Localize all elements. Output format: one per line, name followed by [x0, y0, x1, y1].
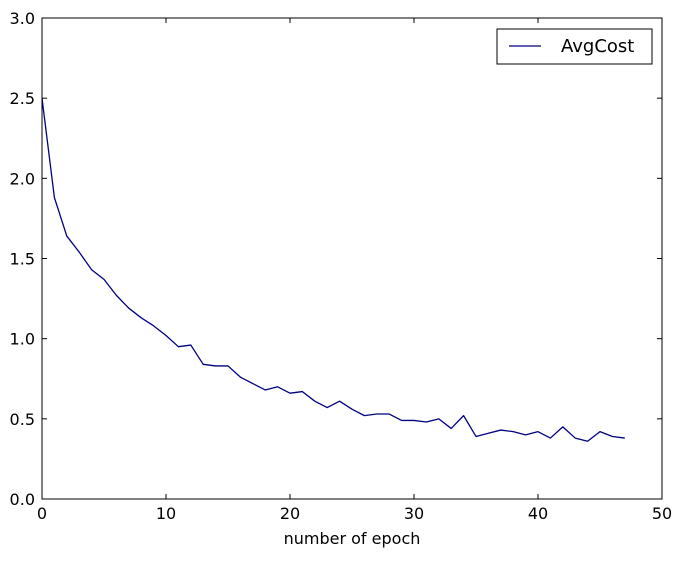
data-point [475, 435, 478, 438]
series-layer [41, 98, 626, 443]
x-tick-label: 50 [652, 504, 672, 523]
y-tick-label: 0.5 [10, 410, 35, 429]
data-point [549, 437, 552, 440]
data-point [338, 400, 341, 403]
data-point [289, 392, 292, 395]
data-point [140, 316, 143, 319]
data-point [611, 435, 614, 438]
y-tick-label: 1.0 [10, 330, 35, 349]
data-point [276, 385, 279, 388]
x-axis-label: number of epoch [284, 529, 421, 548]
data-point [152, 324, 155, 327]
y-tick-label: 3.0 [10, 9, 35, 28]
data-point [78, 251, 81, 254]
data-point [65, 235, 68, 238]
data-point [103, 278, 106, 281]
data-point [524, 433, 527, 436]
data-point [388, 413, 391, 416]
y-tick-label: 1.5 [10, 250, 35, 269]
plot-background [42, 18, 662, 499]
y-tick-label: 2.0 [10, 169, 35, 188]
data-point [127, 307, 130, 310]
data-point [499, 429, 502, 432]
data-point [326, 406, 329, 409]
data-point [251, 382, 254, 385]
data-point [561, 425, 564, 428]
legend-label-avgcost: AvgCost [561, 36, 634, 57]
data-point [400, 419, 403, 422]
x-tick-label: 30 [404, 504, 424, 523]
data-point [227, 364, 230, 367]
series-line-avgcost [41, 98, 625, 442]
data-point [623, 437, 626, 440]
legend: AvgCost [496, 28, 653, 65]
data-point [487, 432, 490, 435]
data-point [115, 294, 118, 297]
data-point [90, 268, 93, 271]
data-point [301, 390, 304, 393]
data-point [264, 388, 267, 391]
data-point [189, 344, 192, 347]
data-point [177, 345, 180, 348]
data-point [165, 334, 168, 337]
data-point [574, 437, 577, 440]
data-point [599, 430, 602, 433]
data-point [363, 414, 366, 417]
x-tick-label: 10 [156, 504, 176, 523]
x-tick-label: 20 [280, 504, 300, 523]
data-point [351, 408, 354, 411]
data-point [537, 430, 540, 433]
data-point [375, 413, 378, 416]
data-point [53, 196, 56, 199]
tick-layer: 0 10 20 30 40 50 0.0 0.5 1.0 1.5 2.0 2.5 3.0 [10, 9, 673, 523]
x-tick-label: 40 [528, 504, 548, 523]
data-point [450, 427, 453, 430]
data-point [239, 376, 242, 379]
data-point [214, 364, 217, 367]
data-point [437, 417, 440, 420]
data-point [202, 363, 205, 366]
data-point [425, 421, 428, 424]
data-point [586, 440, 589, 443]
data-point [512, 430, 515, 433]
y-tick-label: 0.0 [10, 490, 35, 509]
y-tick-label: 2.5 [10, 89, 35, 108]
data-point [462, 414, 465, 417]
data-point [413, 419, 416, 422]
x-tick-label: 0 [37, 504, 47, 523]
data-point [313, 400, 316, 403]
